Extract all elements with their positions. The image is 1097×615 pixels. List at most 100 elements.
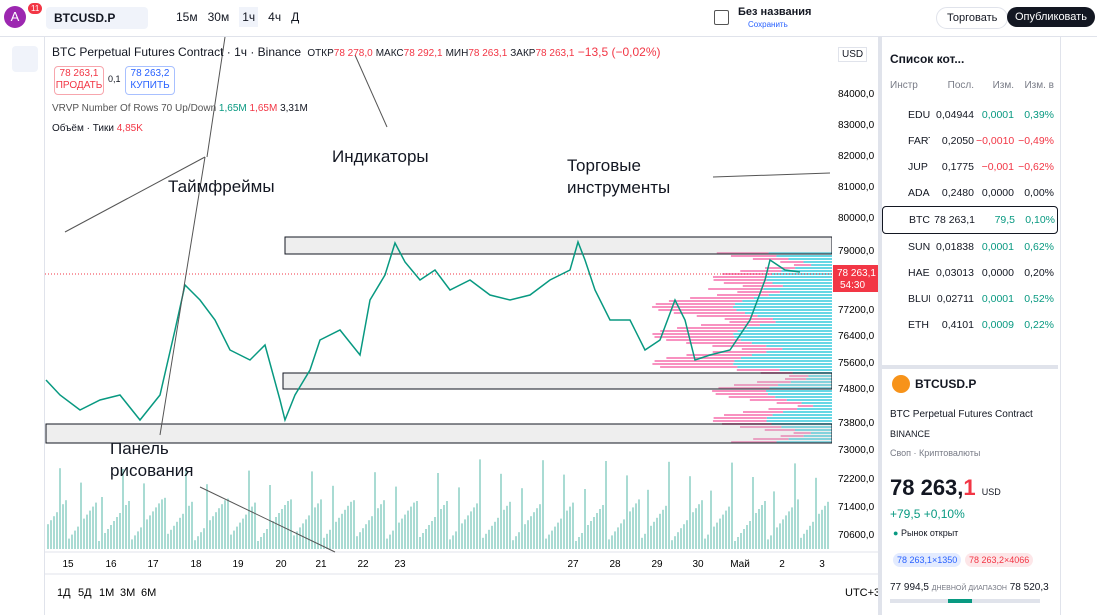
publish-button[interactable]: Опубликовать: [1007, 7, 1095, 27]
profile-row-decor: [746, 327, 832, 329]
profile-row-decor: [795, 429, 832, 431]
checkbox[interactable]: [714, 10, 729, 25]
volume-bar-decor: [341, 513, 343, 549]
volume-bar-decor: [533, 512, 535, 549]
range-button[interactable]: 5Д: [78, 587, 92, 599]
zone-box[interactable]: [282, 372, 833, 390]
time-tick-label: 2: [779, 559, 785, 570]
timezone[interactable]: UTC+3: [845, 587, 878, 599]
volume-bar-decor: [374, 472, 376, 549]
currency[interactable]: USD: [838, 47, 868, 62]
cell: −0,0010: [976, 135, 1014, 147]
range-button[interactable]: 6М: [141, 587, 156, 599]
detail-symbol: BTCUSD.P: [915, 377, 977, 391]
timeframe[interactable]: 4ч: [268, 10, 282, 24]
column-header[interactable]: Посл.: [947, 80, 974, 91]
profile-row-decor: [775, 321, 832, 323]
cursor-tool[interactable]: [12, 46, 38, 72]
volume-bar-decor: [245, 514, 247, 549]
cell: 0,10%: [1025, 214, 1055, 226]
change: +79,5: [890, 507, 921, 521]
timeframe[interactable]: Д: [291, 10, 300, 24]
profile-row-decor: [772, 414, 832, 416]
profile-row-decor: [751, 354, 832, 356]
profile-row-decor: [782, 285, 832, 287]
watchlist-row[interactable]: FART 0,2050−0,0010 −0,49%: [882, 128, 1058, 154]
timeframe[interactable]: 1ч: [239, 7, 259, 27]
timeframe[interactable]: 30м: [207, 10, 230, 24]
profile-row-decor: [783, 411, 832, 413]
volume-bar-decor: [494, 521, 496, 549]
watchlist-row[interactable]: JUP 0,1775 −0,001 −0,62%: [882, 154, 1058, 180]
profile-row-decor: [652, 363, 734, 365]
price-tick-label: 82000,0: [838, 151, 875, 162]
volume-bar-decor: [254, 502, 256, 549]
watchlist-row[interactable]: BLUR 0,02711 0,0001 0,52%: [882, 286, 1058, 312]
volume-bar-decor: [602, 505, 604, 549]
volume-bar-decor: [449, 539, 451, 549]
profile-row-decor: [733, 306, 832, 308]
price-tick-label: 83000,0: [838, 120, 875, 131]
trade-button[interactable]: Торговать: [936, 7, 1009, 29]
range-button[interactable]: 1М: [99, 587, 114, 599]
ohlc-label: МИН: [445, 48, 469, 59]
watchlist-title[interactable]: Список кот...: [890, 52, 965, 66]
volume-bar-decor: [176, 521, 178, 549]
column-header[interactable]: Изм. в: [1024, 80, 1054, 91]
profile-row-decor: [803, 261, 832, 263]
column-header[interactable]: Изм.: [992, 80, 1014, 91]
range-button[interactable]: 1Д: [57, 587, 71, 599]
volume-bar-decor: [455, 531, 457, 549]
profile-row-decor: [808, 375, 832, 377]
volume-bar-decor: [218, 508, 220, 549]
volume-bar-decor: [116, 517, 118, 549]
volume-bar-decor: [170, 529, 172, 549]
ohlc: ОТКР78 278,0 МАКС78 292,1 МИН78 263,1 ЗАКР7…: [304, 45, 574, 59]
symbol-search[interactable]: BTCUSD.P: [46, 7, 148, 29]
volume-label: Объём · Тики: [52, 123, 114, 134]
buy-button[interactable]: 78 263,2 КУПИТЬ: [125, 66, 175, 95]
profile-row-decor: [742, 300, 832, 302]
profile-row-decor: [795, 267, 832, 269]
sell-button[interactable]: 78 263,1 ПРОДАТЬ: [54, 66, 104, 95]
profile-row-decor: [768, 393, 832, 395]
watchlist-row[interactable]: HAE 0,03013 0,0000 0,20%: [882, 260, 1058, 286]
volume-bar-decor: [713, 526, 715, 549]
volume-bar-decor: [311, 471, 313, 549]
volume-bar-decor: [428, 525, 430, 549]
price-main: 78 263,: [890, 475, 964, 500]
volume-bar-decor: [695, 508, 697, 549]
watchlist-row[interactable]: EDU 0,04944 0,0001 0,39%: [882, 102, 1058, 128]
volume-bar-decor: [83, 518, 85, 549]
high: 78 520,3: [1009, 582, 1049, 593]
cell: HAE: [908, 267, 930, 279]
volume-bar-decor: [683, 524, 685, 549]
profile-row-decor: [668, 300, 743, 302]
watchlist-row[interactable]: SUN 0,01838 0,0001 0,62%: [882, 234, 1058, 260]
detail-price: 78 263,1 USD: [890, 475, 1001, 501]
zone-box[interactable]: [284, 236, 833, 255]
volume-bar-decor: [524, 524, 526, 549]
layout-name[interactable]: Без названия: [738, 6, 812, 18]
volume-bar-decor: [89, 510, 91, 549]
cell: 0,0000: [981, 267, 1014, 279]
volume-bar-decor: [227, 498, 229, 549]
market-status: ● Рынок открыт: [893, 528, 959, 538]
profile-row-decor: [740, 357, 832, 359]
legend-title: BTC Perpetual Futures Contract · 1ч · Bi…: [52, 45, 302, 59]
profile-row-decor: [768, 252, 832, 254]
column-header[interactable]: Инстр: [890, 80, 918, 91]
watchlist-row[interactable]: BTC 78 263,1 79,5 0,10%: [882, 206, 1058, 234]
watchlist-row[interactable]: ETHI 0,4101 0,0009 0,22%: [882, 312, 1058, 338]
profile-row-decor: [730, 255, 777, 257]
ohlc-value: 78 292,1: [403, 48, 443, 59]
range-button[interactable]: 3М: [120, 587, 135, 599]
volume-bar-decor: [647, 489, 649, 549]
volume-bar-decor: [734, 541, 736, 549]
watchlist-row[interactable]: ADA 0,2480 0,0000 0,00%: [882, 180, 1058, 206]
volume-bar-decor: [221, 504, 223, 549]
current-price: 78 263,1: [837, 268, 876, 279]
timeframe[interactable]: 15м: [176, 10, 198, 24]
volume-bar-decor: [725, 510, 727, 549]
avatar[interactable]: A: [4, 6, 26, 28]
